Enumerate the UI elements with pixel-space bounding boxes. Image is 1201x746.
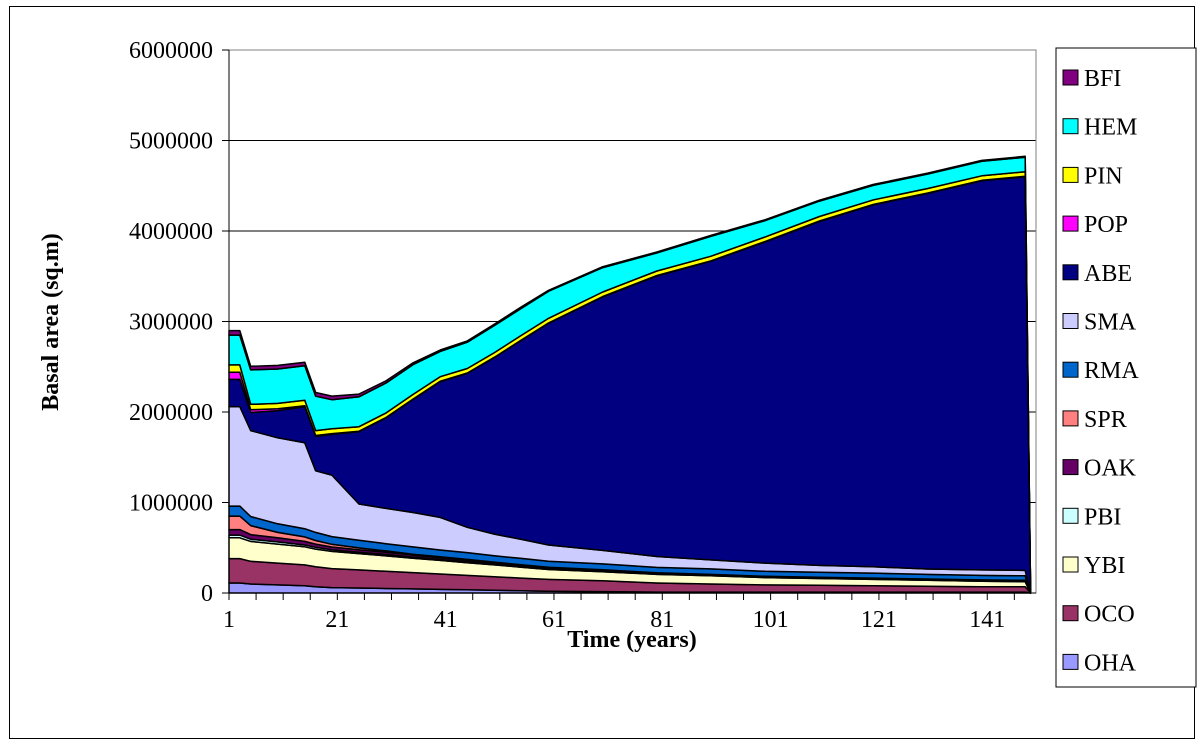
x-tick-label: 121 <box>861 607 897 633</box>
y-tick-label: 2000000 <box>129 400 213 426</box>
legend-swatch-sma <box>1062 313 1079 329</box>
legend-label-bfi: BFI <box>1084 66 1121 92</box>
axes <box>222 49 1036 600</box>
y-tick-label: 3000000 <box>129 310 213 336</box>
y-tick-label: 4000000 <box>129 219 213 245</box>
x-tick-label: 21 <box>325 607 349 633</box>
x-tick-label: 1 <box>223 607 235 633</box>
x-tick-label: 101 <box>753 607 789 633</box>
legend-label-pin: PIN <box>1084 163 1123 189</box>
legend-label-spr: SPR <box>1084 407 1127 433</box>
x-tick-label: 41 <box>434 607 458 633</box>
legend-swatch-pop <box>1062 215 1079 232</box>
legend: BFI HEM PIN POP ABE SMA RMA SPR OAK PBI YBI OCO OHA <box>1055 47 1197 688</box>
area-series-bfi <box>228 155 1032 594</box>
legend-label-hem: HEM <box>1084 115 1137 141</box>
y-tick-label: 5000000 <box>129 129 213 155</box>
legend-swatch-oha <box>1062 653 1079 670</box>
legend-swatch-rma <box>1062 361 1079 378</box>
legend-swatch-pin <box>1062 166 1079 183</box>
legend-swatch-hem <box>1062 118 1079 135</box>
legend-label-sma: SMA <box>1084 310 1137 336</box>
legend-label-oha: OHA <box>1084 650 1137 676</box>
legend-label-abe: ABE <box>1084 261 1132 287</box>
y-tick-label: 1000000 <box>129 491 213 517</box>
legend-swatch-ybi <box>1062 556 1079 573</box>
legend-box <box>1055 47 1197 688</box>
y-tick-label: 6000000 <box>129 38 213 64</box>
legend-swatch-abe <box>1062 264 1079 281</box>
legend-label-ybi: YBI <box>1084 553 1125 579</box>
legend-label-oak: OAK <box>1084 456 1137 482</box>
area-series-group <box>228 155 1032 594</box>
legend-swatch-pbi <box>1062 507 1079 524</box>
x-axis-title: Time (years) <box>567 627 697 653</box>
legend-label-pbi: PBI <box>1084 504 1121 530</box>
legend-swatch-oco <box>1062 605 1079 622</box>
x-tick-label: 141 <box>969 607 1005 633</box>
legend-label-rma: RMA <box>1084 358 1139 384</box>
y-tick-label: 0 <box>201 581 213 607</box>
legend-swatch-bfi <box>1062 69 1079 86</box>
y-axis-title: Basal area (sq.m) <box>38 233 64 411</box>
legend-label-pop: POP <box>1084 212 1128 238</box>
x-tick-label: 61 <box>542 607 566 633</box>
y-tick-labels: 0 1000000 2000000 3000000 4000000 5000000 6000… <box>129 38 213 607</box>
legend-label-oco: OCO <box>1084 602 1135 628</box>
x-tick-label: 81 <box>650 607 674 633</box>
legend-swatch-oak <box>1062 459 1079 476</box>
legend-swatch-spr <box>1062 410 1079 427</box>
x-tick-labels: 1 21 41 61 81 101 121 141 <box>223 607 1005 633</box>
